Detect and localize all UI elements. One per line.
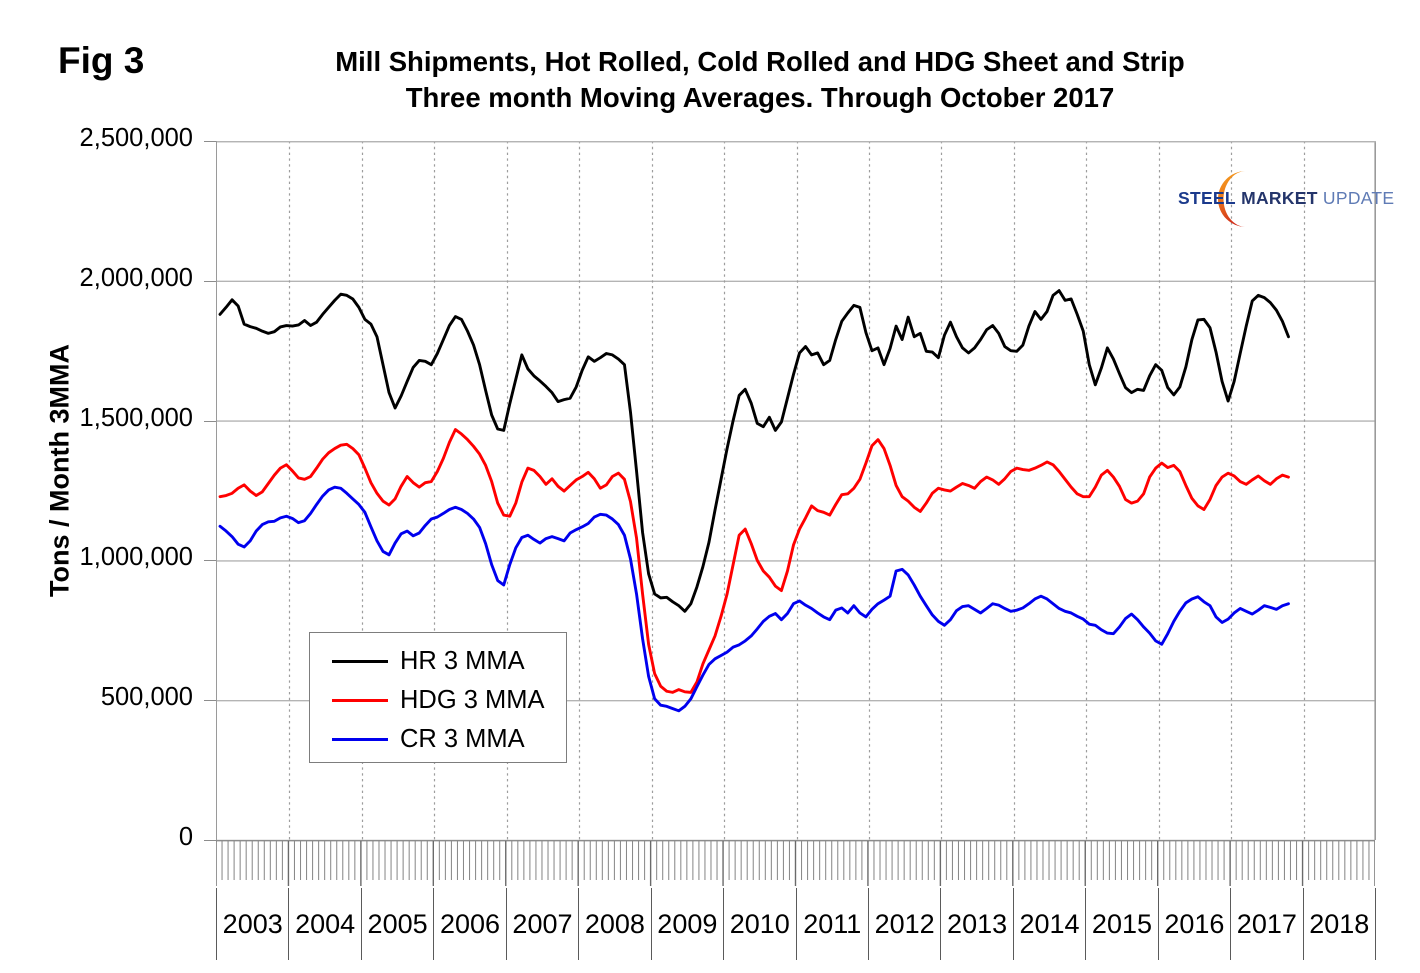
legend-item-hdg-3-mma[interactable]: HDG 3 MMA (310, 681, 566, 720)
crescent-icon (1218, 171, 1246, 227)
legend-label: HR 3 MMA (400, 647, 525, 675)
logo-word-steel: STEEL (1178, 188, 1236, 208)
y-tick-label-500000: 500,000 (100, 683, 193, 712)
legend-swatch-line-icon (332, 699, 388, 702)
x-axis-year-label-2014: 2014 (1012, 888, 1085, 960)
x-axis-year-label-2006: 2006 (433, 888, 505, 960)
y-tick-label-1500000: 1,500,000 (79, 403, 193, 432)
y-tick-mark (204, 560, 216, 562)
legend-item-cr-3-mma[interactable]: CR 3 MMA (310, 720, 566, 759)
x-axis-year-label-2013: 2013 (940, 888, 1012, 960)
x-axis-year-label-2003: 2003 (216, 888, 288, 960)
x-axis-year-label-2004: 2004 (288, 888, 360, 960)
series-line-hdg-3-mma (218, 428, 1290, 694)
logo-word-update: UPDATE (1322, 188, 1395, 208)
plot-area (216, 141, 1376, 840)
y-tick-mark (204, 420, 216, 422)
chart-canvas (217, 141, 1376, 840)
x-axis-year-label-2017: 2017 (1230, 888, 1302, 960)
legend-label: HDG 3 MMA (400, 686, 545, 714)
y-tick-label-2000000: 2,000,000 (79, 263, 193, 292)
chart-legend: HR 3 MMA HDG 3 MMA CR 3 MMA (309, 632, 567, 763)
x-axis-year-label-2012: 2012 (867, 888, 940, 960)
x-axis-year-label-2008: 2008 (578, 888, 650, 960)
figure-label: Fig 3 (58, 40, 145, 81)
steel-market-update-logo: STEEL MARKET UPDATE (1168, 168, 1394, 230)
x-axis-year-end-divider (1375, 888, 1376, 960)
logo-wordmark: STEEL MARKET UPDATE (1178, 188, 1394, 209)
chart-title-line-2: Three month Moving Averages. Through Oct… (405, 81, 1115, 113)
y-tick-label-2500000: 2,500,000 (79, 124, 193, 152)
x-axis-year-label-2011: 2011 (795, 888, 868, 960)
legend-item-hr-3-mma[interactable]: HR 3 MMA (310, 642, 566, 681)
y-tick-mark (204, 700, 216, 702)
x-axis-year-label-2016: 2016 (1157, 888, 1230, 960)
chart-title-line-1: Mill Shipments, Hot Rolled, Cold Rolled … (335, 46, 1185, 77)
x-axis-year-labels: 2003 2004 2005 2006 2007 2008 2009 2010 2011 2012… (216, 888, 1376, 960)
x-axis-year-label-2007: 2007 (505, 888, 578, 960)
x-axis-month-ticks (216, 840, 1375, 888)
series-line-cr-3-mma (218, 485, 1290, 713)
y-tick-mark (204, 141, 216, 142)
x-axis-year-label-2010: 2010 (723, 888, 795, 960)
y-tick-label-0: 0 (178, 823, 193, 851)
legend-swatch-line-icon (332, 660, 388, 663)
y-tick-mark (204, 280, 216, 282)
y-axis-title: Tons / Month 3MMA (44, 344, 75, 597)
x-axis-year-label-2018: 2018 (1302, 888, 1375, 960)
legend-swatch-line-icon (332, 738, 388, 741)
x-axis-year-label-2015: 2015 (1085, 888, 1157, 960)
y-tick-label-1000000: 1,000,000 (79, 543, 193, 572)
legend-label: CR 3 MMA (400, 725, 525, 753)
chart-title: Mill Shipments, Hot Rolled, Cold Rolled … (200, 44, 1320, 116)
logo-word-market: MARKET (1241, 188, 1318, 208)
x-axis-year-label-2005: 2005 (360, 888, 433, 960)
series-line-hr-3-mma (218, 289, 1290, 613)
y-tick-mark (204, 840, 216, 841)
x-axis-year-label-2009: 2009 (650, 888, 723, 960)
